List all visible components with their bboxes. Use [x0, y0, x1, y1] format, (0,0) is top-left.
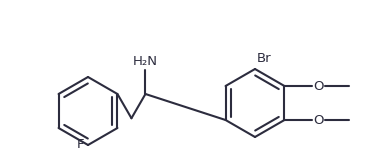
Text: F: F — [77, 139, 84, 151]
Text: H₂N: H₂N — [133, 55, 158, 68]
Text: Br: Br — [257, 52, 272, 65]
Text: O: O — [313, 113, 324, 126]
Text: O: O — [313, 80, 324, 93]
